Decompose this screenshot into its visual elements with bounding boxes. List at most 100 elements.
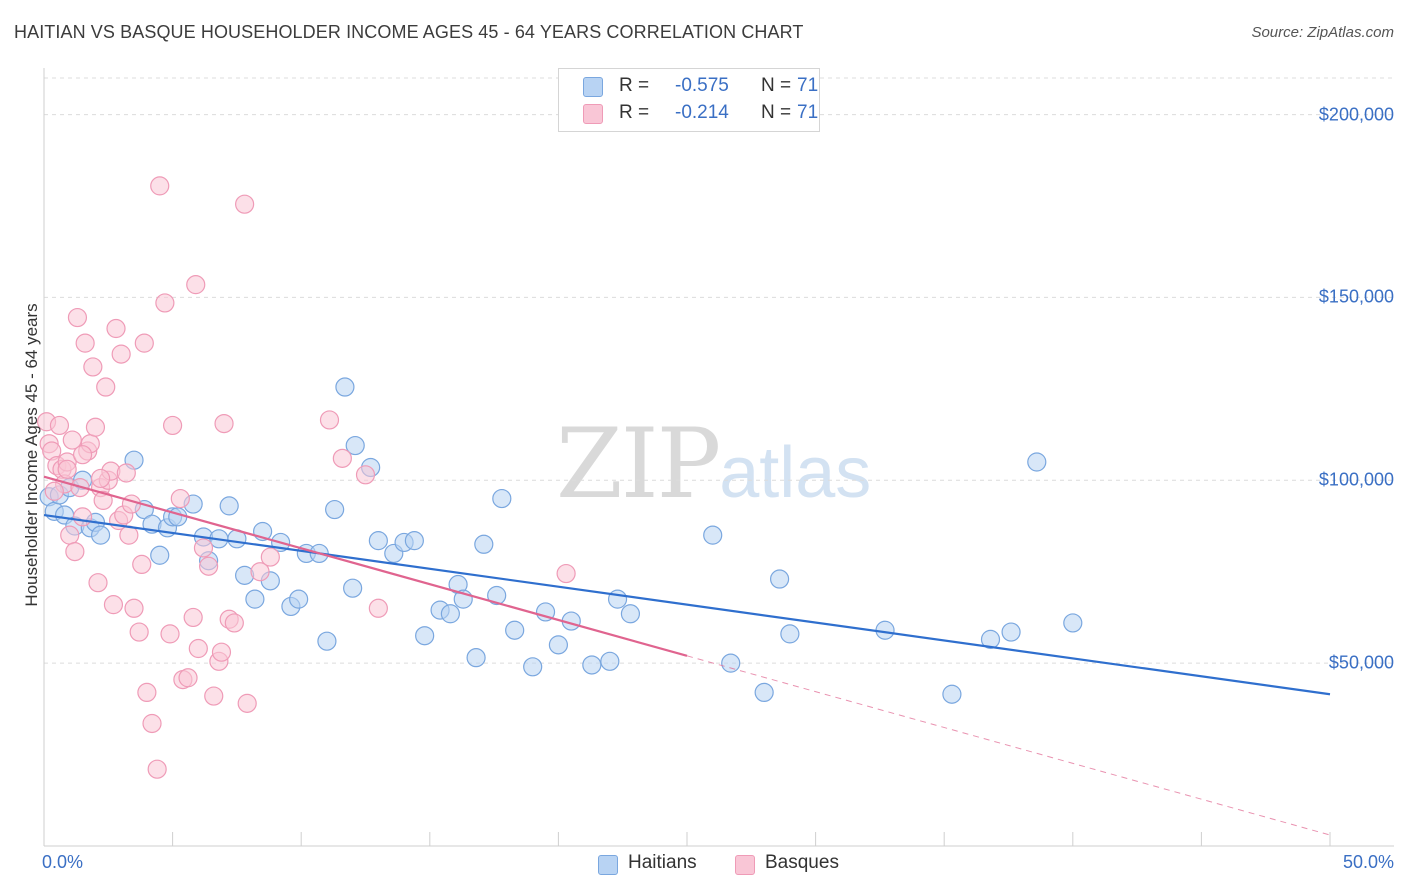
haitian-point	[703, 525, 723, 545]
haitian-point	[620, 604, 641, 624]
basque-point	[186, 275, 206, 295]
haitian-point	[721, 653, 741, 673]
haitian-point	[548, 635, 569, 655]
haitian-point	[769, 569, 790, 589]
basque-point	[129, 622, 149, 642]
watermark-atlas: atlas	[719, 433, 872, 513]
chart-source: Source: ZipAtlas.com	[1251, 24, 1394, 41]
basque-point	[235, 194, 255, 214]
basque-point	[199, 556, 219, 576]
haitian-point	[440, 604, 460, 624]
basque-point	[90, 468, 111, 489]
haitian-point	[1027, 452, 1047, 472]
basque-point	[188, 638, 208, 659]
basque-point	[134, 333, 154, 353]
haitian-point	[474, 534, 494, 554]
basque-point	[237, 693, 257, 713]
basque-point	[319, 410, 340, 430]
haitian-point	[582, 655, 602, 675]
haitian-point	[466, 648, 486, 668]
basque-point	[44, 481, 64, 501]
basque-point	[224, 613, 244, 633]
haitian-point	[415, 626, 435, 646]
legend-n-value: 71	[797, 102, 819, 123]
basque-point	[49, 415, 70, 436]
basque-point	[193, 538, 214, 558]
legend-n-label: N =	[761, 102, 792, 123]
series-legend: Haitians Basques	[0, 852, 1406, 878]
basque-point	[111, 344, 131, 364]
basque-point	[204, 686, 224, 706]
haitian-point	[523, 657, 543, 677]
haitian-point	[607, 589, 628, 609]
basque-point	[85, 417, 106, 437]
haitian-point	[404, 531, 424, 551]
legend-r-label: R =	[619, 102, 650, 123]
watermark: ZIPatlas	[556, 408, 871, 520]
legend-swatch-basques	[583, 104, 603, 124]
basque-point	[57, 459, 77, 479]
basque-point	[355, 465, 376, 485]
basque-point	[124, 598, 144, 618]
haitian-point	[754, 682, 774, 703]
basque-point	[65, 541, 85, 562]
data-points	[36, 176, 1083, 779]
basque-point	[116, 463, 136, 483]
haitian-point	[345, 435, 365, 456]
basque-point	[332, 448, 352, 468]
haitian-point	[980, 629, 1001, 649]
haitian-point	[505, 620, 525, 640]
basque-trend-extension	[686, 655, 1331, 836]
basque-point	[83, 357, 103, 377]
basque-point	[75, 333, 95, 353]
basque-point	[147, 759, 167, 779]
haitian-point	[1063, 613, 1083, 633]
basque-point	[211, 642, 232, 662]
basque-point	[368, 598, 388, 618]
trend-lines	[43, 475, 1331, 836]
basque-point	[250, 562, 270, 582]
basque-point	[93, 490, 113, 510]
haitian-point	[368, 531, 388, 551]
basque-point	[103, 595, 124, 615]
series-swatch-basques	[735, 855, 755, 875]
series-legend-label: Basques	[765, 852, 839, 873]
haitian-point	[942, 684, 962, 704]
legend-n-value: 71	[797, 75, 819, 96]
legend-n-label: N =	[761, 75, 792, 96]
y-tick-label: $50,000	[1328, 652, 1394, 673]
haitian-point	[492, 488, 512, 509]
basque-point	[183, 607, 203, 628]
haitian-point	[219, 496, 239, 516]
basque-point	[137, 682, 157, 703]
series-legend-label: Haitians	[628, 852, 697, 873]
haitian-point	[90, 525, 111, 545]
basque-point	[178, 668, 198, 688]
haitian-point	[343, 578, 363, 598]
basque-point	[163, 415, 183, 436]
haitian-point	[317, 631, 337, 651]
basque-point	[150, 176, 170, 196]
haitian-point	[600, 651, 620, 671]
basque-point	[62, 430, 82, 450]
y-axis-label: Householder Income Ages 45 - 64 years	[22, 303, 41, 607]
correlation-legend: R = -0.575 N = 71 R = -0.214 N = 71	[558, 68, 820, 132]
basque-point	[72, 507, 93, 527]
haitian-point	[245, 589, 265, 609]
haitian-point	[325, 499, 345, 520]
y-tick-label: $100,000	[1318, 469, 1394, 490]
haitian-point	[168, 507, 188, 527]
basque-point	[160, 624, 180, 644]
basque-trend-line	[43, 475, 688, 657]
haitian-point	[535, 602, 556, 622]
basque-point	[132, 554, 152, 575]
haitian-point	[487, 585, 507, 606]
watermark-zip: ZIP	[556, 408, 721, 520]
basque-point	[96, 377, 116, 397]
y-tick-label: $200,000	[1318, 104, 1394, 125]
basque-point	[142, 713, 162, 734]
legend-r-label: R =	[619, 75, 650, 96]
basque-point	[60, 525, 80, 545]
basque-point	[121, 494, 142, 514]
